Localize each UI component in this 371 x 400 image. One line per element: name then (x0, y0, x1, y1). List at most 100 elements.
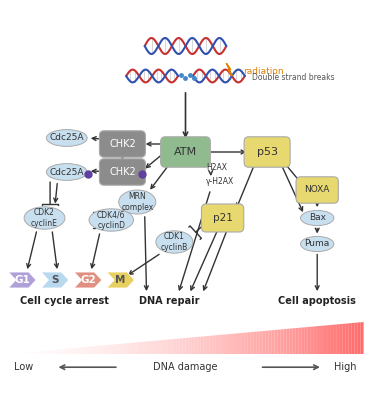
Polygon shape (138, 342, 141, 354)
Polygon shape (337, 324, 340, 354)
Polygon shape (215, 335, 218, 354)
Polygon shape (183, 338, 186, 354)
Polygon shape (221, 334, 224, 354)
Polygon shape (275, 330, 278, 354)
Text: NOXA: NOXA (305, 186, 330, 194)
Polygon shape (156, 340, 159, 354)
Polygon shape (34, 351, 37, 354)
Polygon shape (286, 329, 289, 354)
Polygon shape (358, 322, 361, 354)
Text: S: S (51, 275, 59, 285)
Polygon shape (186, 338, 188, 354)
Polygon shape (37, 351, 40, 354)
Polygon shape (135, 342, 138, 354)
Polygon shape (150, 341, 153, 354)
Text: M: M (115, 275, 126, 285)
Text: DNA repair: DNA repair (138, 296, 199, 306)
Polygon shape (55, 350, 58, 354)
Polygon shape (99, 346, 102, 354)
Polygon shape (251, 332, 254, 354)
Polygon shape (328, 325, 331, 354)
Polygon shape (25, 352, 28, 354)
Polygon shape (325, 325, 328, 354)
Polygon shape (298, 328, 301, 354)
Ellipse shape (46, 130, 87, 146)
Polygon shape (226, 63, 232, 76)
Polygon shape (224, 334, 227, 354)
Polygon shape (67, 348, 70, 354)
Ellipse shape (46, 164, 87, 180)
Polygon shape (159, 340, 162, 354)
Text: p53: p53 (257, 147, 278, 157)
Polygon shape (120, 344, 123, 354)
Polygon shape (46, 350, 49, 354)
Polygon shape (96, 346, 99, 354)
Text: Bax: Bax (309, 214, 326, 222)
Polygon shape (278, 330, 280, 354)
Polygon shape (147, 341, 150, 354)
Polygon shape (64, 349, 67, 354)
Polygon shape (165, 340, 168, 354)
Polygon shape (242, 333, 245, 354)
Polygon shape (9, 272, 36, 288)
Polygon shape (171, 339, 174, 354)
Polygon shape (206, 336, 209, 354)
Polygon shape (162, 340, 165, 354)
Polygon shape (310, 326, 313, 354)
Text: Puma: Puma (305, 240, 330, 248)
Text: CDK4/6
cyclinD: CDK4/6 cyclinD (97, 210, 125, 230)
Text: ATM: ATM (174, 147, 197, 157)
Text: Cell apoptosis: Cell apoptosis (278, 296, 356, 306)
Polygon shape (254, 332, 257, 354)
Polygon shape (91, 346, 93, 354)
Polygon shape (168, 339, 171, 354)
Polygon shape (289, 328, 292, 354)
Polygon shape (236, 333, 239, 354)
FancyBboxPatch shape (99, 131, 145, 157)
Polygon shape (266, 330, 269, 354)
Polygon shape (144, 342, 147, 354)
Text: G2: G2 (80, 275, 96, 285)
Polygon shape (117, 344, 120, 354)
Polygon shape (61, 349, 64, 354)
Text: G1: G1 (14, 275, 30, 285)
Polygon shape (245, 332, 248, 354)
Polygon shape (22, 352, 25, 354)
Polygon shape (79, 347, 82, 354)
Text: CHK2: CHK2 (109, 139, 136, 149)
Polygon shape (16, 353, 19, 354)
Polygon shape (108, 345, 111, 354)
FancyBboxPatch shape (99, 159, 145, 185)
Polygon shape (141, 342, 144, 354)
Polygon shape (313, 326, 316, 354)
Polygon shape (280, 329, 283, 354)
Text: Cdc25A: Cdc25A (50, 168, 84, 176)
Text: CHK2: CHK2 (109, 167, 136, 177)
Polygon shape (76, 348, 79, 354)
Polygon shape (239, 333, 242, 354)
Polygon shape (304, 327, 307, 354)
Polygon shape (248, 332, 251, 354)
Polygon shape (283, 329, 286, 354)
Text: DNA damage: DNA damage (153, 362, 218, 372)
Polygon shape (212, 335, 215, 354)
Ellipse shape (301, 236, 334, 252)
Polygon shape (260, 331, 263, 354)
Polygon shape (230, 334, 233, 354)
Polygon shape (188, 338, 191, 354)
Polygon shape (269, 330, 272, 354)
Polygon shape (88, 346, 91, 354)
Polygon shape (105, 345, 108, 354)
Polygon shape (129, 343, 132, 354)
Text: Double strand breaks: Double strand breaks (252, 73, 335, 82)
Ellipse shape (301, 210, 334, 226)
Text: γ-H2AX: γ-H2AX (206, 178, 234, 186)
Polygon shape (346, 323, 349, 354)
Polygon shape (111, 344, 114, 354)
Polygon shape (28, 352, 31, 354)
Polygon shape (331, 325, 334, 354)
Polygon shape (352, 323, 355, 354)
Polygon shape (93, 346, 96, 354)
FancyBboxPatch shape (296, 177, 338, 203)
Polygon shape (58, 349, 61, 354)
